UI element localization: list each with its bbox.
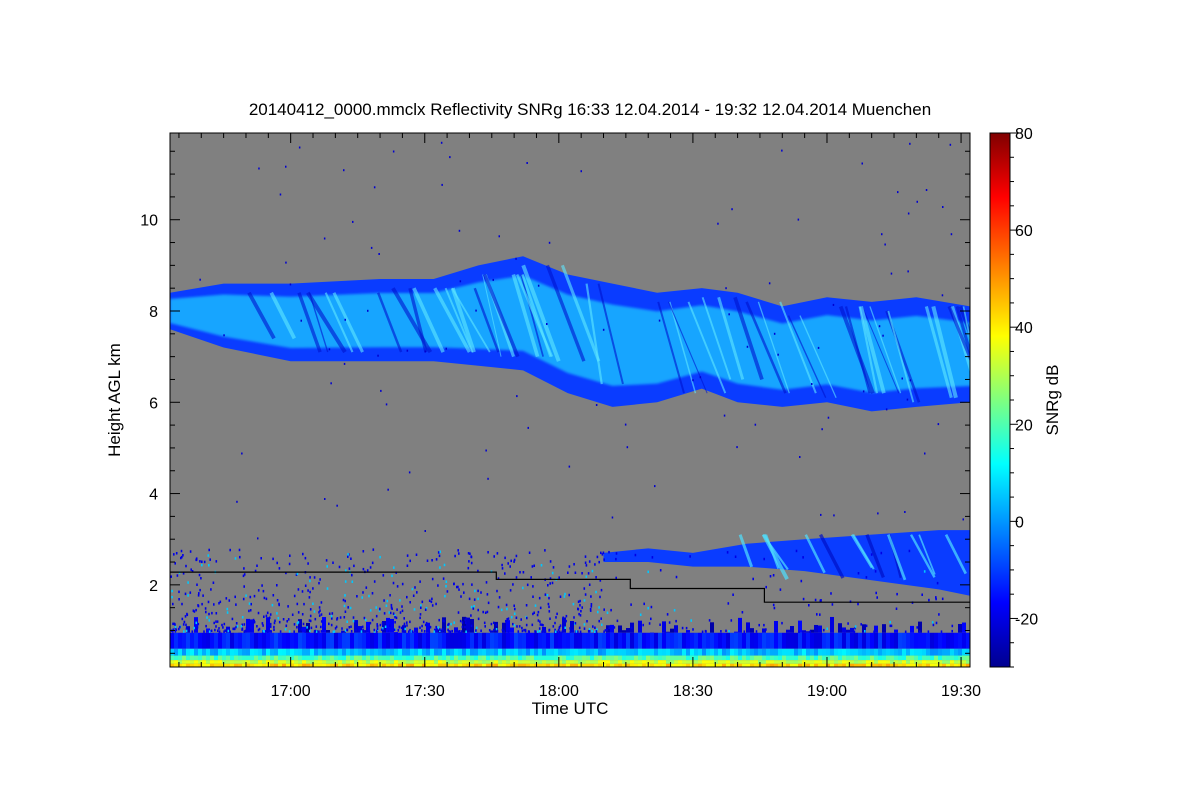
x-tick-label: 19:30	[941, 683, 981, 700]
colorbar-axis: -20 0 20 40 60 80	[1010, 126, 1038, 668]
overlay-step-line	[170, 571, 970, 603]
x-tick-label: 17:30	[405, 683, 445, 700]
overlay-layer	[170, 571, 970, 603]
x-tick-label: 17:00	[271, 683, 311, 700]
x-tick-label: 19:00	[807, 683, 847, 700]
y-tick-label: 8	[149, 304, 158, 321]
colorbar-tick-label: -20	[1015, 611, 1038, 628]
chart-title: 20140412_0000.mmclx Reflectivity SNRg 16…	[249, 100, 931, 119]
lower-cloud-streaks	[738, 533, 967, 581]
y-axis-label: Height AGL km	[105, 343, 124, 457]
y-tick-label: 10	[140, 213, 158, 230]
colorbar-tick-label: 40	[1015, 320, 1033, 337]
colorbar-tick-label: 20	[1015, 417, 1033, 434]
lower-cloud-layer	[603, 530, 970, 596]
reflectivity-field	[170, 141, 970, 667]
colorbar	[989, 132, 1011, 668]
surface-clutter	[170, 616, 970, 667]
colorbar-label: SNRg dB	[1043, 365, 1062, 436]
x-axis: 17:00 17:30 18:00 18:30 19:00 19:30	[178, 133, 981, 700]
x-axis-label: Time UTC	[532, 699, 609, 718]
x-tick-label: 18:00	[539, 683, 579, 700]
plot-frame	[169, 132, 971, 668]
upper-cloud-streaks	[247, 264, 970, 403]
y-tick-label: 2	[149, 578, 158, 595]
x-tick-label: 18:30	[673, 683, 713, 700]
upper-cloud-core	[170, 275, 970, 393]
y-tick-label: 4	[149, 487, 158, 504]
colorbar-tick-label: 80	[1015, 126, 1033, 143]
clutter-speckle	[170, 141, 970, 633]
y-tick-label: 6	[149, 395, 158, 412]
colorbar-tick-label: 0	[1015, 514, 1024, 531]
colorbar-tick-label: 60	[1015, 223, 1033, 240]
y-axis: 2 4 6 8 10	[140, 150, 970, 654]
